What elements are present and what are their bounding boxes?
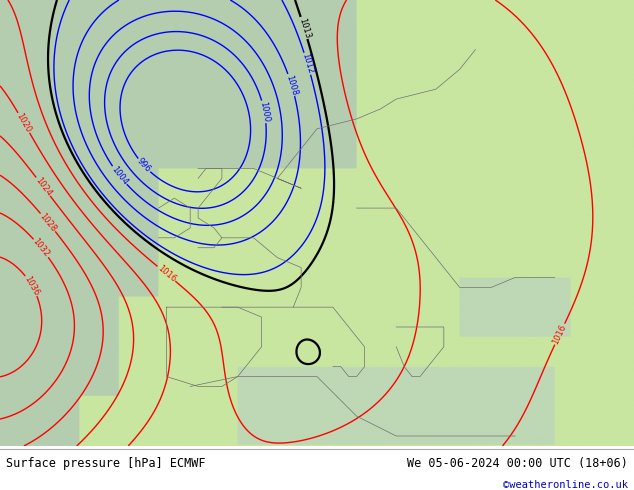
Text: 1016: 1016 [155,264,178,284]
Text: 1036: 1036 [23,274,41,297]
Text: 1012: 1012 [300,52,314,75]
Text: 1008: 1008 [284,74,299,97]
Text: 1004: 1004 [109,165,129,187]
Text: Surface pressure [hPa] ECMWF: Surface pressure [hPa] ECMWF [6,457,206,470]
Text: 1000: 1000 [258,100,271,123]
Text: 1013: 1013 [297,17,311,39]
Text: 1024: 1024 [33,175,53,197]
Text: 1032: 1032 [31,237,51,259]
Text: We 05-06-2024 00:00 UTC (18+06): We 05-06-2024 00:00 UTC (18+06) [407,457,628,470]
Text: ©weatheronline.co.uk: ©weatheronline.co.uk [503,480,628,490]
Text: 1016: 1016 [551,323,568,345]
Text: 996: 996 [135,156,153,174]
Text: 1020: 1020 [15,112,33,134]
Text: 1028: 1028 [38,211,58,233]
